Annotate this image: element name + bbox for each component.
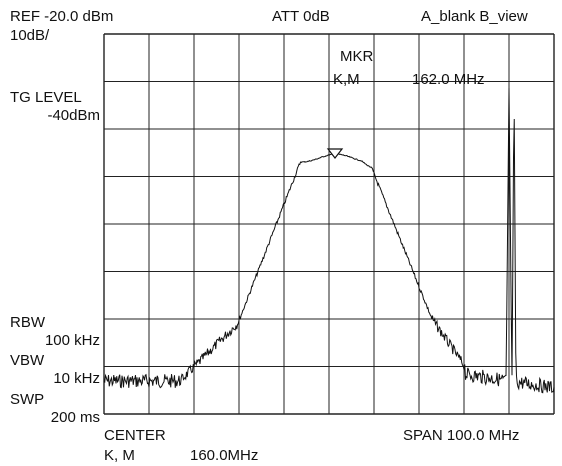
marker-triangle-icon	[326, 148, 344, 159]
rbw-value: 100 kHz	[44, 332, 100, 349]
sweep-label: SWP	[10, 391, 45, 408]
vbw-label: VBW	[10, 352, 45, 369]
attenuation: ATT 0dB	[272, 8, 330, 25]
trace-mode: A_blank B_view	[421, 8, 528, 25]
vertical-scale: 10dB/	[10, 27, 50, 44]
graticule-grid	[103, 33, 555, 415]
rbw-label: RBW	[10, 314, 45, 331]
tg-level-label: TG LEVEL	[10, 89, 82, 106]
vbw-value: 10 kHz	[53, 370, 100, 387]
marker-frequency: 162.0 MHz	[412, 71, 485, 88]
spectrum-trace	[103, 87, 555, 394]
marker-title: MKR	[340, 48, 374, 65]
tg-level-value: -40dBm	[47, 107, 100, 124]
center-label: CENTER	[104, 427, 166, 444]
center-frequency: 160.0MHz	[190, 447, 259, 464]
center-mode: K, M	[104, 447, 135, 464]
marker-mode: K,M	[333, 71, 360, 88]
reference-level: REF -20.0 dBm	[10, 8, 114, 25]
span: SPAN 100.0 MHz	[403, 427, 520, 444]
sweep-value: 200 ms	[50, 409, 100, 426]
